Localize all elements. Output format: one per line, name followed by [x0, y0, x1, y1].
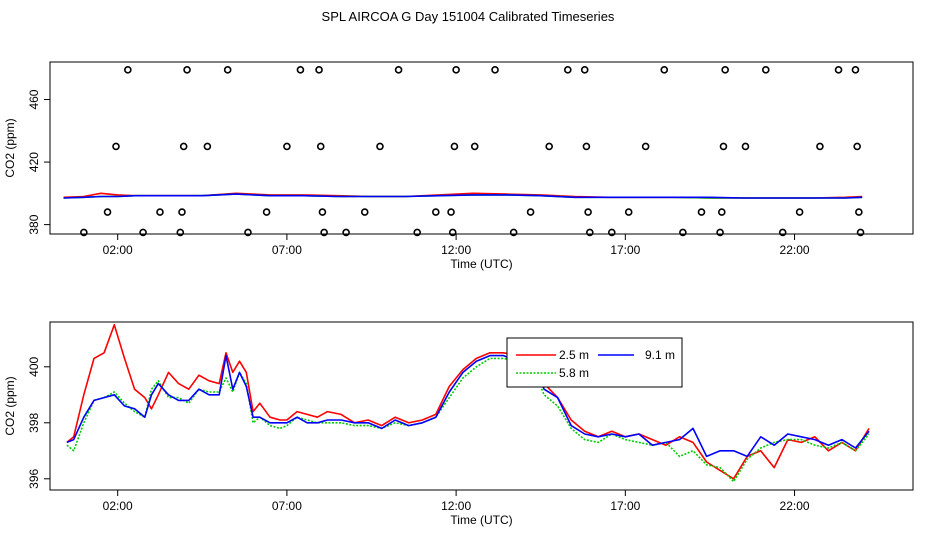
- x-tick-label: 07:00: [272, 499, 302, 513]
- calibration-point: [585, 228, 594, 237]
- legend: 2.5 m 9.1 m 5.8 m: [506, 337, 683, 388]
- plot-frame: [49, 61, 914, 235]
- y-tick-label: 400: [27, 356, 41, 376]
- legend-box: [506, 337, 683, 388]
- calibration-point: [491, 66, 499, 74]
- calibration-point: [853, 142, 861, 151]
- calibration-point: [855, 208, 863, 216]
- series-line-9-1-m: [66, 354, 870, 458]
- calibration-point: [545, 142, 553, 151]
- x-tick-label: 22:00: [780, 499, 810, 513]
- calibration-point: [448, 228, 457, 237]
- x-axis-label: Time (UTC): [450, 257, 512, 271]
- calibration-point: [112, 142, 120, 151]
- bottom-panel-profile-timeseries: 02:00 07:00 12:00 17:00 22:00 396 398 400 Time (…: [3, 321, 914, 527]
- calibration-point: [413, 228, 421, 237]
- x-tick-label: 12:00: [441, 243, 471, 257]
- y-tick-label: 398: [27, 412, 41, 432]
- x-tick-label: 22:00: [780, 243, 810, 257]
- calibration-point: [470, 142, 479, 151]
- calibration-point: [816, 142, 824, 151]
- calibration-point: [124, 66, 132, 74]
- x-axis-label: Time (UTC): [450, 513, 512, 527]
- calibration-point: [316, 142, 325, 151]
- y-tick-label: 396: [27, 468, 41, 488]
- y-axis-label: CO2 (ppm): [3, 376, 17, 435]
- x-tick-label: 02:00: [103, 499, 133, 513]
- calibration-point: [526, 208, 535, 216]
- calibration-point: [376, 142, 384, 151]
- calibration-point: [176, 228, 185, 237]
- x-tick-label: 17:00: [610, 499, 640, 513]
- calibration-point: [450, 142, 459, 151]
- calibration-point: [452, 66, 460, 74]
- calibration-point: [795, 208, 804, 216]
- figure-title: SPL AIRCOA G Day 151004 Calibrated Times…: [321, 9, 615, 24]
- calibration-point: [103, 208, 112, 216]
- calibration-point: [584, 208, 592, 216]
- legend-label: 5.8 m: [559, 366, 589, 380]
- calibration-point: [179, 142, 188, 151]
- calibration-point: [178, 208, 186, 216]
- top-panel-calibrated-timeseries: 02:00 07:00 12:00 17:00 22:00 380 420 460 Time (…: [3, 61, 914, 271]
- calibration-point: [641, 142, 650, 151]
- calibration-point: [851, 66, 860, 74]
- calibration-point: [360, 208, 369, 216]
- calibration-point: [80, 228, 88, 237]
- x-tick-label: 07:00: [272, 243, 302, 257]
- calibration-point: [509, 228, 518, 237]
- y-tick-label: 460: [27, 89, 41, 109]
- calibration-point: [741, 142, 750, 151]
- calibration-point: [139, 228, 147, 237]
- legend-label: 2.5 m: [559, 348, 589, 362]
- legend-label: 9.1 m: [645, 348, 675, 362]
- calibration-point: [315, 66, 323, 74]
- calibration-point: [244, 228, 252, 237]
- plot-frame: [49, 321, 914, 491]
- calibration-point: [283, 142, 291, 151]
- calibration-point: [721, 66, 729, 74]
- co2-line-2: [63, 193, 863, 199]
- calibration-point: [856, 228, 865, 237]
- calibration-point: [717, 208, 726, 216]
- calibration-point: [223, 66, 232, 74]
- calibration-point: [761, 66, 770, 74]
- calibration-point: [342, 228, 350, 237]
- calibration-point: [607, 228, 616, 237]
- calibration-point: [318, 208, 327, 216]
- calibration-point: [580, 66, 589, 74]
- calibration-point: [563, 66, 572, 74]
- calibration-point: [719, 142, 728, 151]
- calibration-point: [183, 66, 191, 74]
- calibration-point: [320, 228, 328, 237]
- calibration-point: [203, 142, 212, 151]
- x-tick-label: 12:00: [441, 499, 471, 513]
- calibration-point: [296, 66, 305, 74]
- calibration-point: [624, 208, 633, 216]
- calibration-point: [716, 228, 724, 237]
- calibration-point: [660, 66, 669, 74]
- calibration-point: [156, 208, 164, 216]
- calibration-point: [679, 228, 687, 237]
- y-tick-label: 420: [27, 152, 41, 172]
- x-tick-label: 02:00: [103, 243, 133, 257]
- y-axis-label: CO2 (ppm): [3, 118, 17, 177]
- calibration-point: [778, 228, 787, 237]
- calibration-point: [262, 208, 271, 216]
- calibration-point: [582, 142, 591, 151]
- calibration-point: [834, 66, 843, 74]
- x-tick-label: 17:00: [610, 243, 640, 257]
- calibration-point: [447, 208, 455, 216]
- calibration-point: [432, 208, 440, 216]
- calibration-point: [697, 208, 706, 216]
- series-line-5-8-m: [66, 357, 870, 483]
- y-tick-label: 380: [27, 214, 41, 234]
- calibration-point: [394, 66, 403, 74]
